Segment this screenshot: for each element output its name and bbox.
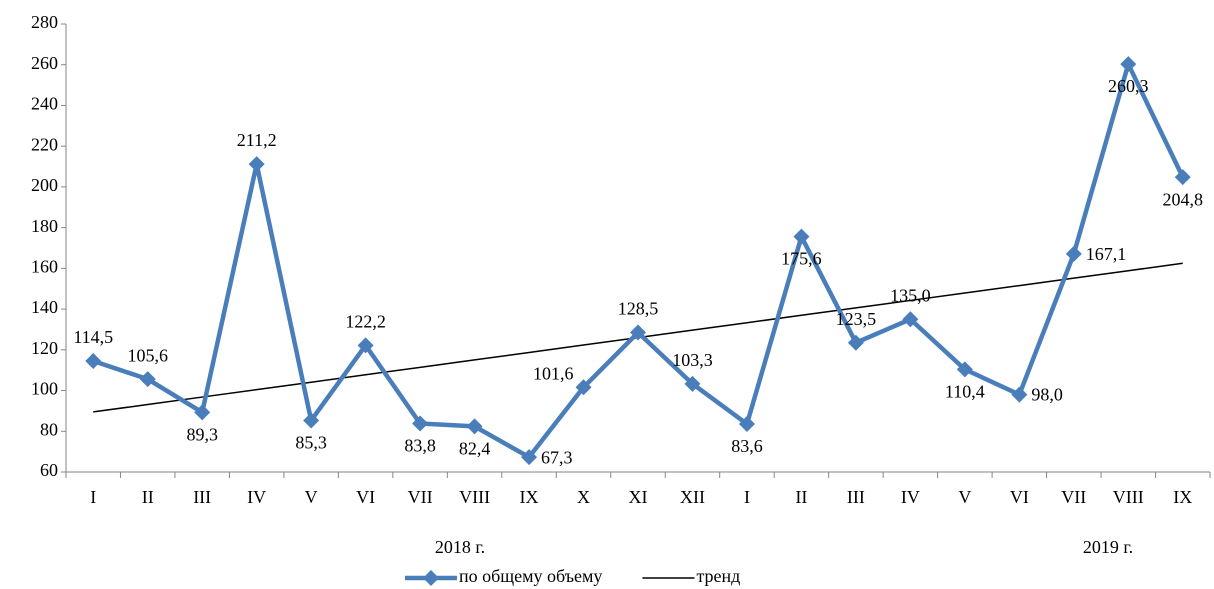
legend-label: тренд xyxy=(696,566,740,586)
marker xyxy=(793,228,810,245)
x-tick-label: III xyxy=(847,487,865,507)
x-tick-label: VIII xyxy=(459,487,490,507)
marker xyxy=(684,375,701,392)
data-label: 211,2 xyxy=(237,130,277,150)
data-label: 128,5 xyxy=(618,299,659,319)
marker xyxy=(575,379,592,396)
y-tick-label: 180 xyxy=(31,216,58,236)
data-label: 103,3 xyxy=(672,350,713,370)
marker xyxy=(902,311,919,328)
marker xyxy=(1011,386,1028,403)
marker xyxy=(1065,245,1082,262)
y-tick-label: 260 xyxy=(31,53,58,73)
data-label: 101,6 xyxy=(533,363,574,383)
legend-marker xyxy=(423,570,439,586)
data-label: 110,4 xyxy=(945,381,985,401)
annotation: 2018 г. xyxy=(435,537,485,557)
data-label: 89,3 xyxy=(186,424,218,444)
annotation: 2019 г. xyxy=(1083,537,1133,557)
x-tick-label: VI xyxy=(1010,487,1029,507)
data-label: 123,5 xyxy=(836,309,877,329)
marker xyxy=(630,324,646,341)
marker xyxy=(1174,169,1191,186)
data-label: 83,6 xyxy=(731,436,763,456)
x-tick-label: I xyxy=(744,487,750,507)
x-tick-label: IV xyxy=(901,487,920,507)
x-tick-label: II xyxy=(142,487,154,507)
data-label: 67,3 xyxy=(541,447,573,467)
x-tick-label: IV xyxy=(247,487,266,507)
marker xyxy=(248,156,265,173)
data-label: 114,5 xyxy=(73,327,113,347)
y-tick-label: 100 xyxy=(31,379,58,399)
x-tick-label: V xyxy=(305,487,318,507)
marker xyxy=(357,337,374,354)
marker xyxy=(412,415,429,432)
marker xyxy=(466,418,483,435)
marker xyxy=(1120,56,1137,73)
x-tick-label: XII xyxy=(680,487,705,507)
legend-label: по общему объему xyxy=(459,566,602,586)
data-label: 82,4 xyxy=(459,439,491,459)
y-tick-label: 80 xyxy=(40,419,58,439)
marker xyxy=(521,449,538,466)
y-tick-label: 220 xyxy=(31,134,58,154)
data-label: 98,0 xyxy=(1031,385,1063,405)
y-tick-label: 280 xyxy=(31,12,58,32)
y-tick-label: 120 xyxy=(31,338,58,358)
x-tick-label: X xyxy=(577,487,590,507)
x-tick-label: XI xyxy=(629,487,648,507)
y-tick-label: 140 xyxy=(31,297,58,317)
data-label: 135,0 xyxy=(890,285,931,305)
data-label: 85,3 xyxy=(295,433,327,453)
data-label: 175,6 xyxy=(781,249,822,269)
x-tick-label: III xyxy=(193,487,211,507)
data-label: 204,8 xyxy=(1163,189,1204,209)
marker xyxy=(139,371,156,388)
marker xyxy=(956,361,973,378)
marker xyxy=(85,353,102,370)
y-tick-label: 60 xyxy=(40,460,58,480)
data-label: 83,8 xyxy=(404,436,436,456)
marker xyxy=(303,412,320,429)
x-tick-label: V xyxy=(958,487,971,507)
marker xyxy=(738,415,755,432)
x-tick-label: VI xyxy=(356,487,375,507)
y-tick-label: 200 xyxy=(31,175,58,195)
marker xyxy=(847,334,864,351)
x-tick-label: VII xyxy=(1061,487,1086,507)
x-tick-label: VII xyxy=(408,487,433,507)
x-tick-label: I xyxy=(90,487,96,507)
x-tick-label: VIII xyxy=(1113,487,1144,507)
y-tick-label: 160 xyxy=(31,256,58,276)
x-tick-label: IX xyxy=(1173,487,1192,507)
data-label: 167,1 xyxy=(1086,244,1127,264)
data-label: 122,2 xyxy=(345,311,386,331)
x-tick-label: II xyxy=(795,487,807,507)
data-label: 105,6 xyxy=(127,345,168,365)
y-tick-label: 240 xyxy=(31,94,58,114)
x-tick-label: IX xyxy=(520,487,539,507)
data-label: 260,3 xyxy=(1108,76,1149,96)
marker xyxy=(194,404,211,421)
